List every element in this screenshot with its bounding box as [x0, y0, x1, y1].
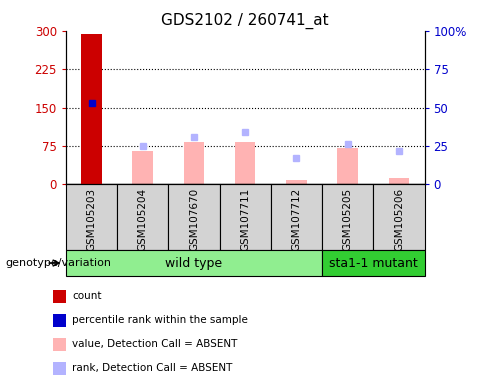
Text: GSM107670: GSM107670: [189, 188, 199, 251]
Text: GSM105203: GSM105203: [86, 188, 97, 251]
Text: value, Detection Call = ABSENT: value, Detection Call = ABSENT: [72, 339, 238, 349]
Bar: [338, 149, 358, 184]
Text: GSM105205: GSM105205: [343, 188, 353, 251]
Text: GSM107712: GSM107712: [291, 188, 302, 251]
Text: genotype/variation: genotype/variation: [5, 258, 111, 268]
Bar: [133, 151, 153, 184]
Bar: [373, 184, 425, 250]
Bar: [322, 184, 373, 250]
Bar: [117, 184, 168, 250]
Bar: [286, 180, 307, 184]
Text: percentile rank within the sample: percentile rank within the sample: [72, 315, 248, 325]
Bar: [53, 362, 66, 375]
Bar: [66, 184, 117, 250]
Text: sta1-1 mutant: sta1-1 mutant: [329, 257, 418, 270]
Bar: [53, 290, 66, 303]
Bar: [81, 34, 102, 184]
Text: GSM105206: GSM105206: [394, 188, 404, 251]
Title: GDS2102 / 260741_at: GDS2102 / 260741_at: [162, 13, 329, 29]
Bar: [389, 178, 409, 184]
Bar: [271, 184, 322, 250]
Text: rank, Detection Call = ABSENT: rank, Detection Call = ABSENT: [72, 363, 233, 373]
Bar: [220, 184, 271, 250]
Bar: [53, 314, 66, 327]
Text: GSM107711: GSM107711: [240, 188, 250, 251]
Bar: [322, 250, 425, 276]
Bar: [66, 250, 322, 276]
Text: GSM105204: GSM105204: [138, 188, 148, 251]
Bar: [235, 142, 256, 184]
Bar: [53, 338, 66, 351]
Text: wild type: wild type: [165, 257, 223, 270]
Text: count: count: [72, 291, 102, 301]
Bar: [168, 184, 220, 250]
Bar: [184, 142, 204, 184]
